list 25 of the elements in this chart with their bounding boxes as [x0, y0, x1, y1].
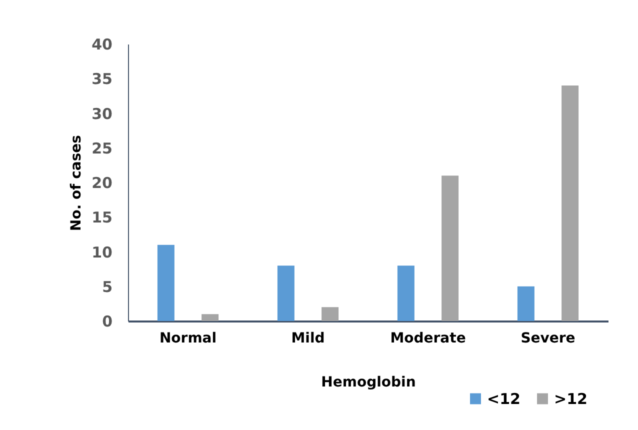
bar [397, 266, 414, 321]
x-tick-label: Severe [520, 330, 576, 346]
y-tick-label: 30 [92, 104, 112, 123]
y-tick-label: 35 [92, 70, 112, 88]
bar [322, 307, 339, 321]
bar [442, 176, 459, 321]
x-tick-label: Normal [159, 330, 217, 346]
y-tick-label: 15 [92, 208, 112, 227]
bar [517, 286, 534, 321]
y-tick-label: 10 [92, 243, 112, 262]
x-tick-label: Moderate [390, 330, 466, 346]
bar [157, 244, 174, 321]
bar [277, 266, 294, 321]
y-tick-label: 25 [92, 139, 112, 158]
legend-label: >12 [554, 390, 588, 408]
y-tick-label: 0 [102, 312, 112, 330]
y-axis-title: No. of cases [68, 134, 85, 232]
y-tick-label: 20 [92, 174, 112, 192]
legend-label: <12 [487, 390, 520, 408]
y-tick-label: 40 [92, 36, 112, 54]
bar [562, 86, 579, 321]
x-axis-title: Hemoglobin [321, 374, 416, 390]
x-tick-label: Mild [291, 330, 325, 346]
y-tick-label: 5 [102, 278, 112, 296]
bar [202, 314, 219, 321]
